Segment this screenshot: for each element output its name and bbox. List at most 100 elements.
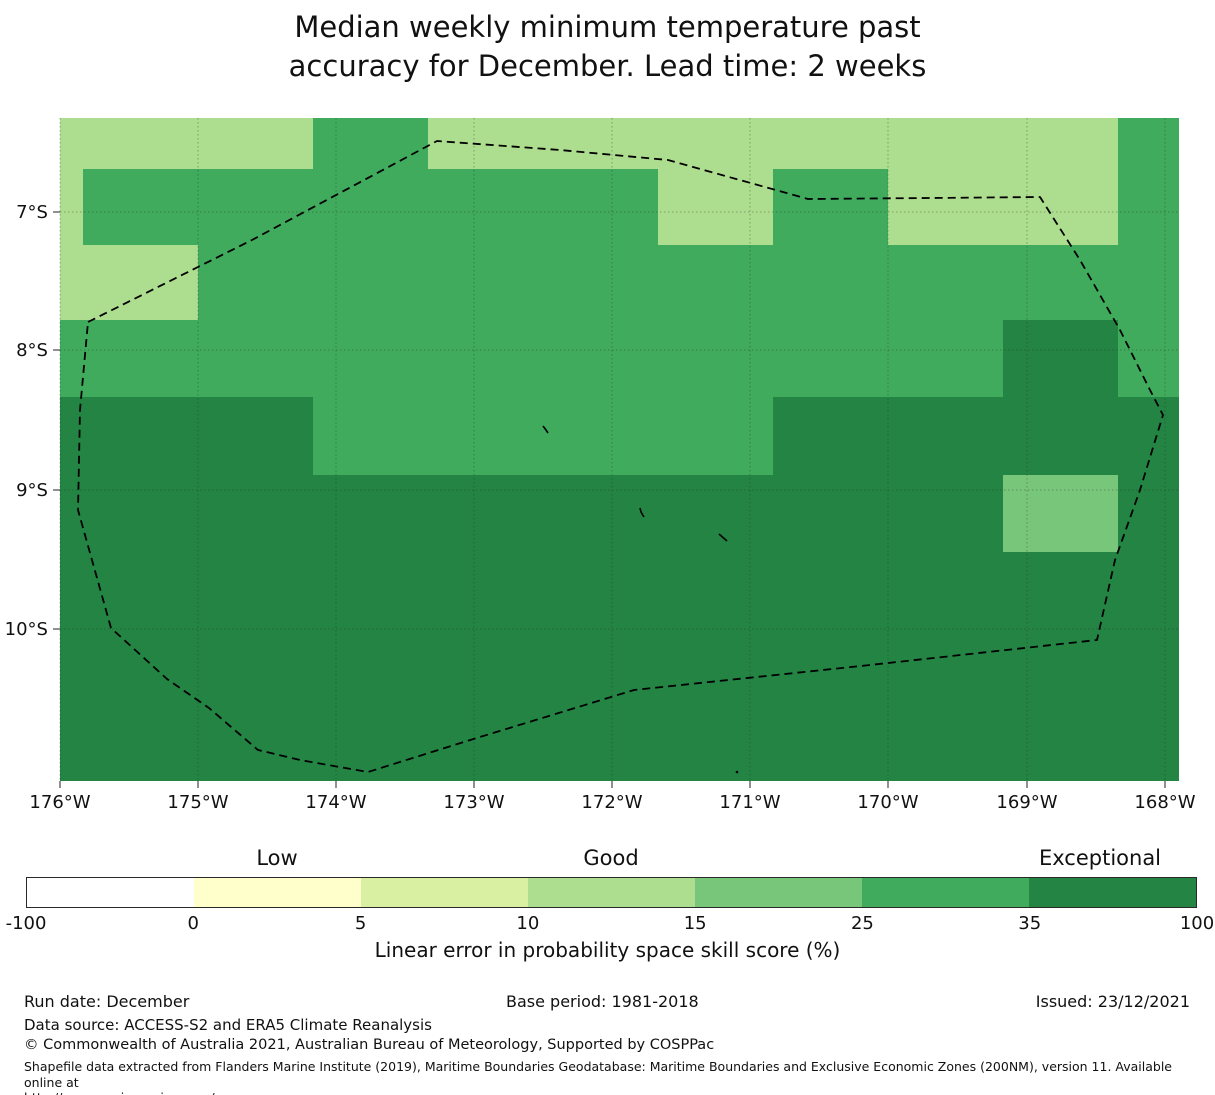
map-cell (658, 708, 773, 781)
y-tick-label: 10°S (5, 619, 48, 640)
map-cell (1003, 397, 1118, 475)
footer-data-source: Data source: ACCESS-S2 and ERA5 Climate … (24, 1016, 432, 1034)
map-cell (1118, 320, 1179, 397)
island-mark (735, 770, 739, 774)
map-cell (888, 475, 1003, 552)
colorbar-segment (194, 878, 361, 907)
map-cell (773, 320, 888, 397)
map-cell (888, 397, 1003, 475)
map-cell (543, 169, 658, 245)
x-tick-label: 168°W (1134, 792, 1195, 813)
map-cell (428, 320, 543, 397)
chart-title-line1: Median weekly minimum temperature past (294, 10, 921, 44)
map-cell (658, 630, 773, 708)
map-cell (428, 245, 543, 320)
x-tick-label: 171°W (719, 792, 780, 813)
map-cell (1118, 118, 1179, 169)
map-cell (1118, 245, 1179, 320)
map-cell (83, 169, 198, 245)
colorbar-band-label: Low (256, 846, 298, 870)
map-cell (658, 552, 773, 630)
map-cell (1118, 169, 1179, 245)
chart-title-line2: accuracy for December. Lead time: 2 week… (288, 49, 927, 83)
map-cell (198, 169, 313, 245)
map-cell (658, 169, 773, 245)
map-cell (83, 630, 198, 708)
map-cell (773, 397, 888, 475)
colorbar-tick-label: 15 (683, 913, 707, 934)
map-cell (1118, 475, 1179, 552)
map-cell (1003, 320, 1118, 397)
colorbar-title: Linear error in probability space skill … (374, 938, 841, 962)
x-tick-label: 172°W (581, 792, 642, 813)
colorbar (26, 877, 1197, 908)
colorbar-tick-label: 5 (354, 913, 367, 934)
x-tick-label: 170°W (857, 792, 918, 813)
map-cell (773, 169, 888, 245)
map-cell (313, 320, 428, 397)
map-cell (198, 245, 313, 320)
map-cell (773, 245, 888, 320)
map-cell (1003, 245, 1118, 320)
map-cell (60, 475, 83, 552)
map-cell (888, 630, 1003, 708)
colorbar-tick-label: 100 (1179, 913, 1215, 934)
colorbar-band-label: Good (583, 846, 639, 870)
map-cell (60, 552, 83, 630)
island-mark (542, 425, 549, 434)
footer-shapefile-attribution: Shapefile data extracted from Flanders M… (24, 1059, 1199, 1095)
map-cell (543, 630, 658, 708)
colorbar-segment (528, 878, 695, 907)
x-tick-label: 174°W (305, 792, 366, 813)
map-cell (428, 118, 543, 169)
map-cell (60, 118, 83, 169)
map-cell (658, 245, 773, 320)
footer-run-date: Run date: December (24, 992, 190, 1011)
map-cell (888, 245, 1003, 320)
map-cell (60, 169, 83, 245)
map-cell (1003, 118, 1118, 169)
map-cell (1003, 169, 1118, 245)
map-cell (658, 118, 773, 169)
footer-base-period: Base period: 1981-2018 (506, 992, 699, 1011)
colorbar-segment (361, 878, 528, 907)
island-mark (639, 507, 645, 518)
map-cell (83, 320, 198, 397)
map-cell (1003, 552, 1118, 630)
colorbar-segment (695, 878, 862, 907)
map-cell (428, 169, 543, 245)
colorbar-tick-label: 35 (1018, 913, 1042, 934)
map-cell (543, 245, 658, 320)
x-tick-label: 173°W (443, 792, 504, 813)
x-tick-label: 176°W (29, 792, 90, 813)
footer-shapefile-url: http://www.marineregions.org/. (24, 1090, 219, 1095)
footer-copyright: © Commonwealth of Australia 2021, Austra… (24, 1037, 715, 1053)
map-cell (83, 708, 198, 781)
map-cell (543, 118, 658, 169)
map-cell (313, 630, 428, 708)
map-cell (543, 708, 658, 781)
eez-boundary-outline (77, 140, 1164, 773)
map-cell (313, 708, 428, 781)
map-cell (313, 245, 428, 320)
colorbar-segment (27, 878, 194, 907)
map-cell (313, 475, 428, 552)
map-cell (1003, 708, 1118, 781)
map-cell (888, 169, 1003, 245)
colorbar-segment (1029, 878, 1196, 907)
map-cell (888, 708, 1003, 781)
map-cell (313, 169, 428, 245)
y-tick-label: 7°S (16, 202, 48, 223)
colorbar-segment (862, 878, 1029, 907)
x-tick-label: 175°W (167, 792, 228, 813)
map-cell (313, 118, 428, 169)
map-cell (313, 397, 428, 475)
map-cell (658, 320, 773, 397)
map-cell (428, 475, 543, 552)
map-cell (198, 397, 313, 475)
map-cell (83, 397, 198, 475)
footer-issued-date: Issued: 23/12/2021 (1035, 992, 1190, 1011)
map-cell (83, 245, 198, 320)
